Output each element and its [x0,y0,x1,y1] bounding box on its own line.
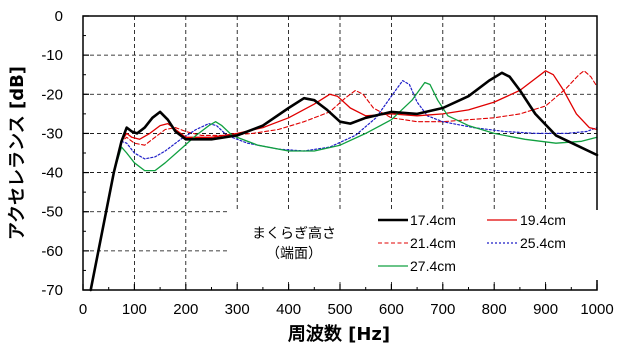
x-tick-label: 900 [533,301,558,318]
legend-label-21-4cm: 21.4cm [410,235,456,251]
x-tick-label: 700 [430,301,455,318]
x-tick-label: 0 [79,301,87,318]
x-tick-label: 400 [276,301,301,318]
y-tick-label: 0 [55,8,63,25]
legend-label-17-4cm: 17.4cm [410,212,456,228]
y-tick-label: -20 [41,86,63,103]
x-tick-label: 800 [482,301,507,318]
legend-entries: 17.4cm 19.4cm 21.4cm 25.4cm 27.4cm [378,212,566,274]
x-tick-label: 1000 [580,301,613,318]
series-line-19-4cm [90,70,598,291]
x-tick-label: 200 [173,301,198,318]
series-line-17-4cm [89,71,599,292]
y-tick-label: -60 [41,243,63,260]
series-lines [89,70,599,292]
y-tick-label: -40 [41,165,63,182]
legend-background [228,210,600,280]
y-tick-label: -10 [41,47,63,64]
y-tick-label: -50 [41,204,63,221]
y-tick-label: -30 [41,125,63,142]
legend-title-line1: まくらぎ高さ [252,225,336,242]
legend-label-27-4cm: 27.4cm [410,258,456,274]
x-axis-title: 周波数 [Hz] [288,323,390,345]
series-line-27-4cm [90,81,598,291]
legend-title-line2: （端面） [266,246,322,262]
y-axis-title: アクセレランス [dB] [7,66,28,240]
legend-label-19-4cm: 19.4cm [520,212,566,228]
x-tick-label: 500 [327,301,352,318]
legend: まくらぎ高さ （端面） 17.4cm 19.4cm 21.4cm 25.4cm 27.4… [228,210,600,280]
x-tick-label: 300 [225,301,250,318]
series-line-25-4cm [90,80,598,291]
x-tick-label: 100 [122,301,147,318]
legend-label-25-4cm: 25.4cm [520,235,566,251]
axis-ticks: 0 100 200 300 400 500 600 700 800 900 1000 0 -10 -20 -… [41,8,613,318]
x-tick-label: 600 [379,301,404,318]
y-tick-label: -70 [41,282,63,299]
series-line-21-4cm [90,70,598,291]
